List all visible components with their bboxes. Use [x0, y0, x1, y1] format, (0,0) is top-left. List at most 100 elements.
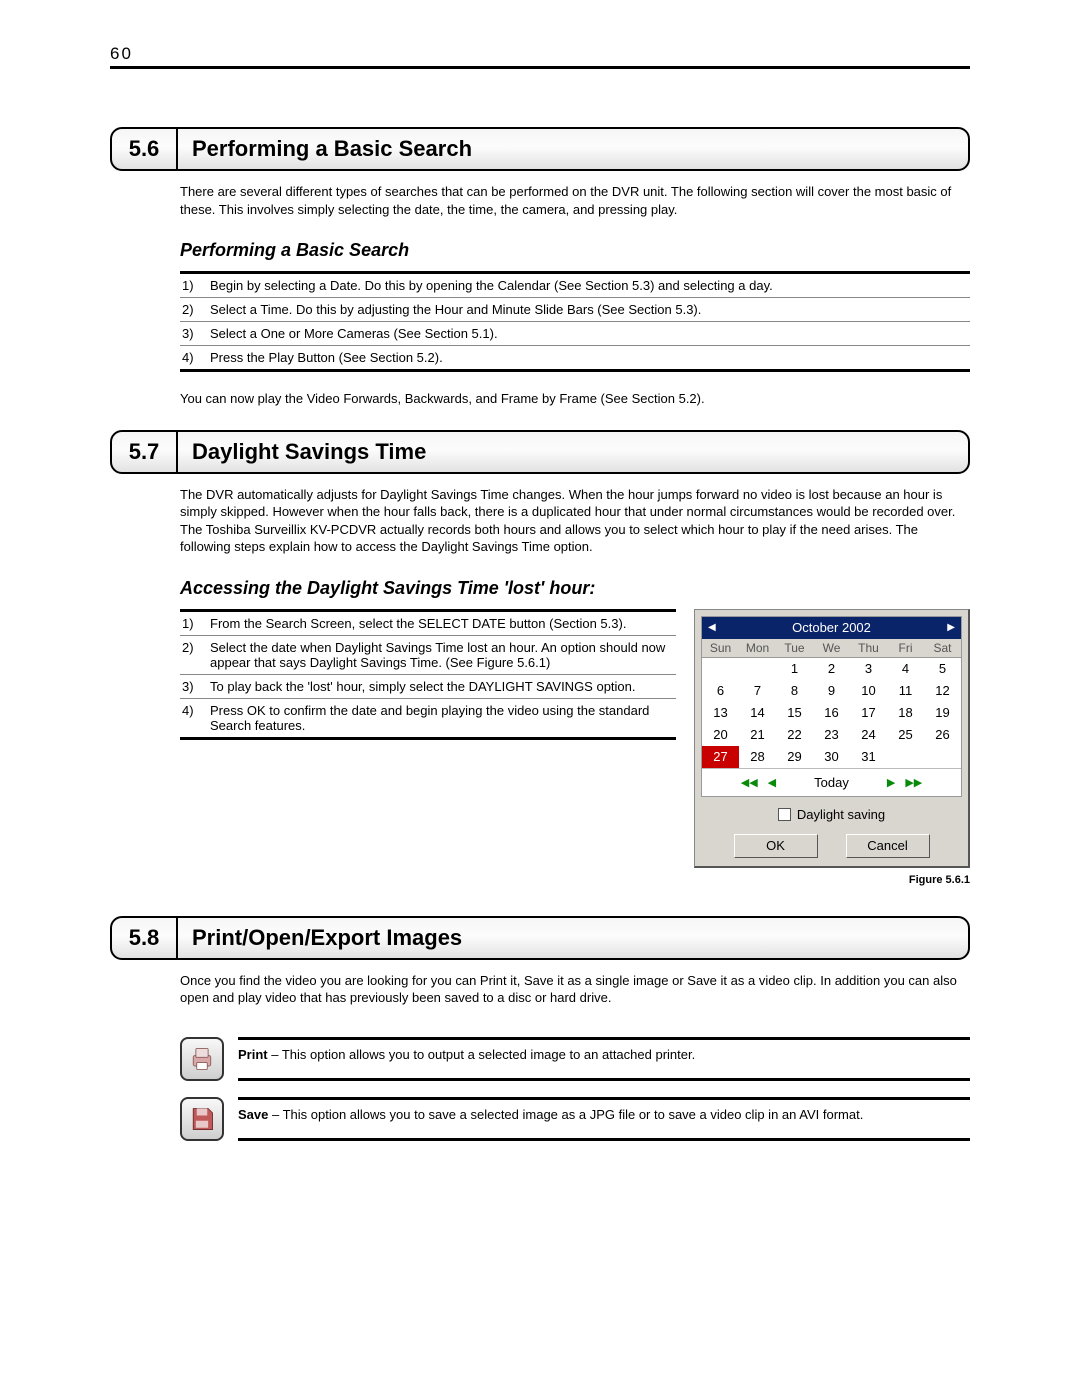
- calendar-day-cell: [924, 746, 961, 768]
- step-row: 4)Press OK to confirm the date and begin…: [180, 699, 676, 737]
- calendar-dow-cell: Thu: [850, 639, 887, 657]
- calendar-dialog[interactable]: ◀ October 2002 ▶ SunMonTueWeThuFriSat 12…: [694, 609, 970, 868]
- step-text: Press OK to confirm the date and begin p…: [210, 703, 676, 733]
- fast-back-icon[interactable]: ◀◀: [741, 776, 758, 789]
- calendar-day-cell[interactable]: 31: [850, 746, 887, 768]
- calendar-day-cell[interactable]: 23: [813, 724, 850, 746]
- calendar-day-cell[interactable]: 16: [813, 702, 850, 724]
- sub-heading: Accessing the Daylight Savings Time 'los…: [180, 578, 970, 599]
- calendar-day-cell[interactable]: 12: [924, 680, 961, 702]
- ok-button[interactable]: OK: [734, 834, 818, 858]
- icon-description-text: Print – This option allows you to output…: [238, 1037, 970, 1081]
- step-number: 4): [180, 350, 210, 365]
- step-text: To play back the 'lost' hour, simply sel…: [210, 679, 676, 694]
- step-row: 1)Begin by selecting a Date. Do this by …: [180, 274, 970, 298]
- calendar-month-label: October 2002: [792, 620, 871, 635]
- calendar-day-cell[interactable]: 18: [887, 702, 924, 724]
- calendar-day-cell[interactable]: 26: [924, 724, 961, 746]
- calendar-day-cell[interactable]: 22: [776, 724, 813, 746]
- step-number: 3): [180, 326, 210, 341]
- steps-with-figure: 1)From the Search Screen, select the SEL…: [180, 609, 970, 886]
- calendar-day-cell[interactable]: 27: [702, 746, 739, 768]
- calendar-day-cell[interactable]: 21: [739, 724, 776, 746]
- section-heading-5-7: 5.7 Daylight Savings Time: [110, 430, 970, 474]
- calendar-day-cell[interactable]: 11: [887, 680, 924, 702]
- section-intro: The DVR automatically adjusts for Daylig…: [180, 486, 970, 556]
- step-text: Select the date when Daylight Savings Ti…: [210, 640, 676, 670]
- calendar-day-cell[interactable]: 3: [850, 658, 887, 680]
- icon-description-text: Save – This option allows you to save a …: [238, 1097, 970, 1141]
- calendar-day-cell[interactable]: 14: [739, 702, 776, 724]
- step-row: 3)Select a One or More Cameras (See Sect…: [180, 322, 970, 346]
- calendar-dow-cell: Sun: [702, 639, 739, 657]
- calendar-dow-cell: Sat: [924, 639, 961, 657]
- calendar-day-cell[interactable]: 13: [702, 702, 739, 724]
- section-title: Performing a Basic Search: [178, 129, 968, 169]
- calendar-day-cell[interactable]: 25: [887, 724, 924, 746]
- calendar-grid: 1234567891011121314151617181920212223242…: [702, 658, 961, 768]
- calendar-day-cell[interactable]: 7: [739, 680, 776, 702]
- section-number: 5.7: [112, 432, 178, 472]
- step-row: 4)Press the Play Button (See Section 5.2…: [180, 346, 970, 369]
- today-button[interactable]: Today: [814, 775, 849, 790]
- calendar-day-cell[interactable]: 5: [924, 658, 961, 680]
- step-row: 1)From the Search Screen, select the SEL…: [180, 612, 676, 636]
- step-number: 1): [180, 616, 210, 631]
- checkbox-icon[interactable]: [778, 808, 791, 821]
- step-number: 1): [180, 278, 210, 293]
- calendar-day-cell[interactable]: 4: [887, 658, 924, 680]
- step-number: 2): [180, 302, 210, 317]
- section-intro: Once you find the video you are looking …: [180, 972, 970, 1007]
- calendar-figure: ◀ October 2002 ▶ SunMonTueWeThuFriSat 12…: [694, 609, 970, 886]
- calendar-day-cell[interactable]: 2: [813, 658, 850, 680]
- section-number: 5.6: [112, 129, 178, 169]
- calendar-day-cell[interactable]: 6: [702, 680, 739, 702]
- calendar-day-cell[interactable]: 24: [850, 724, 887, 746]
- calendar-day-cell[interactable]: 19: [924, 702, 961, 724]
- print-icon: [180, 1037, 224, 1081]
- forward-icon[interactable]: ▶: [887, 776, 895, 789]
- calendar-day-cell[interactable]: 29: [776, 746, 813, 768]
- daylight-saving-option[interactable]: Daylight saving: [701, 797, 962, 828]
- step-row: 2)Select the date when Daylight Savings …: [180, 636, 676, 675]
- section-intro: There are several different types of sea…: [180, 183, 970, 218]
- calendar-day-cell[interactable]: 28: [739, 746, 776, 768]
- calendar-day-cell[interactable]: 9: [813, 680, 850, 702]
- calendar-header: ◀ October 2002 ▶: [702, 617, 961, 639]
- save-icon: [180, 1097, 224, 1141]
- section-heading-5-8: 5.8 Print/Open/Export Images: [110, 916, 970, 960]
- calendar-day-cell[interactable]: 1: [776, 658, 813, 680]
- fast-forward-icon[interactable]: ▶▶: [905, 776, 922, 789]
- calendar-dow-cell: Fri: [887, 639, 924, 657]
- section-title: Daylight Savings Time: [178, 432, 968, 472]
- calendar-day-cell[interactable]: 8: [776, 680, 813, 702]
- document-page: 60 5.6 Performing a Basic Search There a…: [0, 0, 1080, 1189]
- step-list: 1)From the Search Screen, select the SEL…: [180, 609, 676, 740]
- calendar-day-cell[interactable]: 30: [813, 746, 850, 768]
- section-number: 5.8: [112, 918, 178, 958]
- section-title: Print/Open/Export Images: [178, 918, 968, 958]
- cancel-button[interactable]: Cancel: [846, 834, 930, 858]
- calendar-day-cell[interactable]: 10: [850, 680, 887, 702]
- calendar-dow-cell: We: [813, 639, 850, 657]
- calendar-day-cell[interactable]: 20: [702, 724, 739, 746]
- daylight-saving-label: Daylight saving: [797, 807, 885, 822]
- icon-description-print: Print – This option allows you to output…: [180, 1029, 970, 1089]
- step-text: Begin by selecting a Date. Do this by op…: [210, 278, 970, 293]
- back-icon[interactable]: ◀: [768, 776, 776, 789]
- calendar-day-cell: [702, 658, 739, 680]
- calendar-day-cell: [887, 746, 924, 768]
- page-header: 60: [110, 44, 970, 69]
- next-month-icon[interactable]: ▶: [947, 622, 955, 633]
- calendar-day-cell[interactable]: 15: [776, 702, 813, 724]
- calendar-day-cell: [739, 658, 776, 680]
- step-text: From the Search Screen, select the SELEC…: [210, 616, 676, 631]
- step-text: Select a One or More Cameras (See Sectio…: [210, 326, 970, 341]
- calendar-day-cell[interactable]: 17: [850, 702, 887, 724]
- section-heading-5-6: 5.6 Performing a Basic Search: [110, 127, 970, 171]
- step-number: 4): [180, 703, 210, 733]
- calendar-day-headers: SunMonTueWeThuFriSat: [702, 639, 961, 658]
- prev-month-icon[interactable]: ◀: [708, 622, 716, 633]
- calendar-dow-cell: Tue: [776, 639, 813, 657]
- figure-label: Figure 5.6.1: [694, 874, 970, 886]
